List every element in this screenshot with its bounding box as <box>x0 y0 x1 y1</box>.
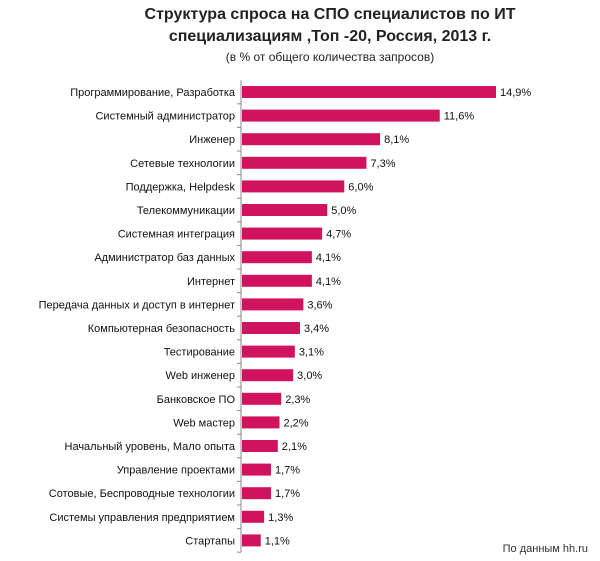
category-label: Стартапы <box>185 535 235 547</box>
category-label: Программирование, Разработка <box>70 87 236 99</box>
category-label: Web инженер <box>166 370 235 382</box>
data-label: 4,1% <box>316 276 341 288</box>
category-label: Инженер <box>189 134 235 146</box>
category-label: Начальный уровень, Мало опыта <box>65 441 236 453</box>
bar <box>242 416 280 429</box>
chart-title-line-1: Структура спроса на СПО специалистов по … <box>144 6 516 23</box>
category-label: Сотовые, Беспроводные технологии <box>49 488 235 500</box>
source-note: По данным hh.ru <box>502 543 588 555</box>
data-label: 3,0% <box>297 370 322 382</box>
bar <box>242 86 496 98</box>
data-label: 2,1% <box>282 441 307 453</box>
data-label: 3,1% <box>299 347 324 359</box>
data-label: 3,4% <box>304 323 329 335</box>
category-label: Телекоммуникации <box>137 205 235 217</box>
bar <box>242 298 304 311</box>
bar <box>242 204 328 216</box>
data-label: 3,6% <box>307 299 332 311</box>
bar <box>242 463 271 476</box>
bar <box>242 156 367 169</box>
bar <box>242 322 300 334</box>
data-label: 2,2% <box>284 417 309 429</box>
data-label: 2,3% <box>285 394 310 406</box>
bar <box>242 369 294 382</box>
data-label: 1,7% <box>275 465 300 477</box>
data-label: 5,0% <box>331 205 356 217</box>
chart-title-line-2: специализациям ,Топ -20, Россия, 2013 г. <box>168 28 492 45</box>
bar <box>242 392 282 405</box>
data-label: 7,3% <box>370 158 395 170</box>
bar <box>242 133 381 146</box>
bar <box>242 274 312 287</box>
bar <box>242 487 271 500</box>
bar <box>242 345 295 358</box>
category-label: Тестирование <box>164 347 235 359</box>
bar <box>242 510 265 523</box>
bar <box>242 534 261 547</box>
bar <box>242 109 440 122</box>
category-label: Системный администратор <box>95 111 235 123</box>
bar <box>242 251 312 264</box>
category-label: Web мастер <box>173 417 235 429</box>
bar <box>242 440 278 452</box>
category-label: Системная интеграция <box>118 229 235 241</box>
bar <box>242 180 345 193</box>
category-label: Интернет <box>187 276 235 288</box>
data-label: 1,7% <box>275 488 300 500</box>
category-label: Банковское ПО <box>157 394 236 406</box>
category-label: Передача данных и доступ в интернет <box>39 299 235 311</box>
bar <box>242 227 323 240</box>
data-label: 11,6% <box>444 111 475 123</box>
data-label: 4,7% <box>326 229 351 241</box>
category-label: Системы управления предприятием <box>49 512 235 524</box>
chart-subtitle: (в % от общего количества запросов) <box>225 50 435 64</box>
category-label: Компьютерная безопасность <box>88 323 236 335</box>
category-label: Сетевые технологии <box>130 158 235 170</box>
data-label: 1,3% <box>268 512 293 524</box>
data-label: 4,1% <box>316 252 341 264</box>
data-label: 8,1% <box>384 134 409 146</box>
data-label: 14,9% <box>500 87 531 99</box>
category-label: Поддержка, Helpdesk <box>126 181 236 193</box>
data-label: 6,0% <box>348 181 373 193</box>
data-label: 1,1% <box>265 535 290 547</box>
category-label: Управление проектами <box>117 465 235 477</box>
category-label: Администратор баз данных <box>94 252 235 264</box>
chart-header: Структура спроса на СПО специалистов по … <box>0 4 600 65</box>
